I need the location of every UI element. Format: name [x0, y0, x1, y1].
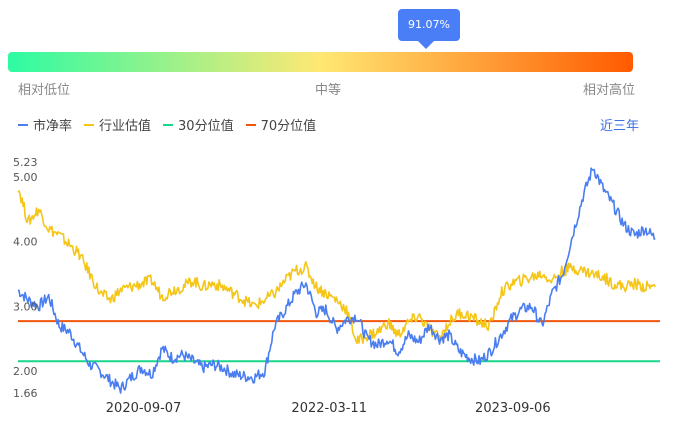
gauge-mid-label: 中等	[315, 83, 342, 98]
y-tick-label: 4.00	[13, 236, 38, 249]
legend-label-industry: 行业估值	[99, 119, 152, 134]
x-tick-label: 2020-09-07	[106, 401, 182, 416]
legend-swatch-pb	[18, 123, 28, 126]
percentile-gauge-bar	[8, 52, 633, 72]
legend-label-p70: 70分位值	[260, 119, 317, 134]
gauge-high-label: 相对高位	[583, 83, 636, 98]
y-tick-label: 5.23	[13, 156, 38, 169]
legend-item-p70[interactable]: 70分位值	[245, 115, 317, 134]
y-tick-label: 5.00	[13, 171, 38, 184]
y-tick-label: 2.00	[13, 365, 38, 378]
y-tick-label: 3.00	[13, 300, 38, 313]
legend-item-p30[interactable]: 30分位值	[163, 115, 234, 134]
series-line-0	[17, 167, 656, 394]
legend-swatch-industry	[84, 123, 95, 126]
y-tick-label: 1.66	[13, 387, 38, 400]
period-selector[interactable]: 近三年	[600, 119, 640, 134]
reference-lines	[18, 320, 660, 363]
series-lines	[17, 167, 657, 394]
legend-label-p30: 30分位值	[178, 119, 234, 134]
chart-legend: 市净率 行业估值 30分位值 70分位值	[18, 115, 328, 134]
legend-item-industry[interactable]: 行业估值	[84, 115, 151, 134]
legend-swatch-p30	[163, 123, 174, 126]
legend-swatch-p70	[245, 123, 256, 126]
percentile-tooltip: 91.07%	[398, 9, 460, 41]
x-tick-label: 2023-09-06	[475, 401, 551, 416]
legend-label-pb: 市净率	[33, 119, 73, 134]
x-tick-label: 2022-03-11	[291, 401, 367, 416]
series-line-1	[17, 190, 657, 345]
legend-item-pb[interactable]: 市净率	[18, 115, 72, 134]
y-axis-ticks: 5.23 5.00 4.00 3.00 2.00 1.66	[13, 156, 38, 400]
percentile-tooltip-arrow	[418, 41, 434, 49]
x-axis-ticks: 2020-09-07 2022-03-11 2023-09-06	[106, 401, 551, 416]
gauge-low-label: 相对低位	[18, 83, 71, 98]
